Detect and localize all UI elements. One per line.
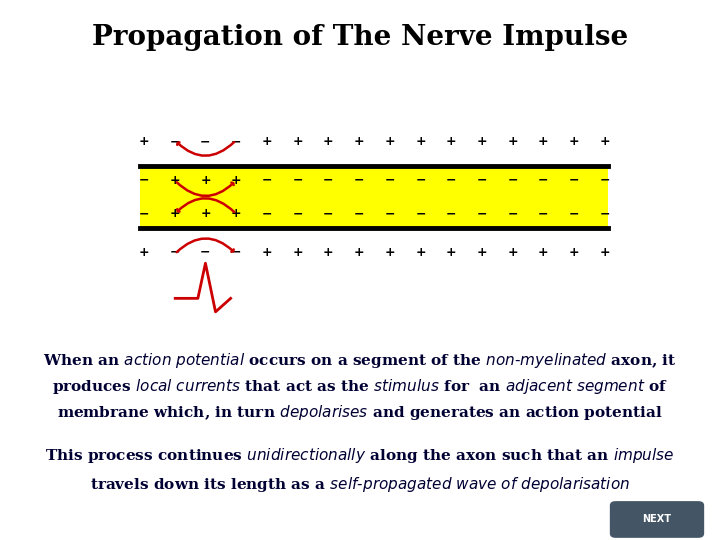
Text: This process continues $\mathit{unidirectionally}$ along the axon such that an $: This process continues $\mathit{unidirec… bbox=[45, 446, 675, 465]
Text: +: + bbox=[169, 207, 180, 220]
Text: +: + bbox=[139, 246, 149, 259]
Text: +: + bbox=[354, 246, 364, 259]
Text: +: + bbox=[446, 246, 456, 259]
Text: −: − bbox=[538, 174, 549, 187]
Text: Propagation of The Nerve Impulse: Propagation of The Nerve Impulse bbox=[92, 24, 628, 51]
Text: +: + bbox=[384, 246, 395, 259]
Text: +: + bbox=[446, 135, 456, 148]
Text: −: − bbox=[169, 135, 180, 148]
Text: +: + bbox=[292, 246, 303, 259]
Text: +: + bbox=[139, 135, 149, 148]
Text: +: + bbox=[538, 246, 549, 259]
Text: −: − bbox=[446, 207, 456, 220]
Text: travels down its length as a $\mathit{self\text{-}propagated\ wave\ of\ depolari: travels down its length as a $\mathit{se… bbox=[90, 475, 630, 494]
Text: +: + bbox=[477, 135, 487, 148]
Text: produces $\mathit{local\ currents}$ that act as the $\mathit{stimulus}$ for  an : produces $\mathit{local\ currents}$ that… bbox=[52, 376, 668, 396]
Text: −: − bbox=[600, 207, 610, 220]
Text: +: + bbox=[569, 135, 580, 148]
Text: −: − bbox=[569, 207, 580, 220]
Text: −: − bbox=[508, 174, 518, 187]
Text: −: − bbox=[415, 207, 426, 220]
Text: +: + bbox=[200, 207, 211, 220]
Text: −: − bbox=[354, 174, 364, 187]
Text: −: − bbox=[354, 207, 364, 220]
Text: −: − bbox=[323, 174, 333, 187]
Text: +: + bbox=[477, 246, 487, 259]
Text: membrane which, in turn $\mathit{depolarises}$ and generates an action potential: membrane which, in turn $\mathit{depolar… bbox=[58, 402, 662, 422]
Bar bbox=[140, 166, 608, 228]
Text: −: − bbox=[261, 207, 272, 220]
Text: −: − bbox=[139, 207, 149, 220]
Text: −: − bbox=[384, 174, 395, 187]
Text: −: − bbox=[415, 174, 426, 187]
Text: NEXT: NEXT bbox=[642, 515, 671, 524]
Text: +: + bbox=[600, 135, 610, 148]
Text: −: − bbox=[323, 207, 333, 220]
Text: −: − bbox=[600, 174, 610, 187]
Text: +: + bbox=[538, 135, 549, 148]
Text: −: − bbox=[292, 207, 303, 220]
Text: +: + bbox=[231, 207, 241, 220]
Text: +: + bbox=[508, 246, 518, 259]
Text: −: − bbox=[139, 174, 149, 187]
Text: −: − bbox=[508, 207, 518, 220]
Text: +: + bbox=[261, 246, 272, 259]
Text: +: + bbox=[569, 246, 580, 259]
Text: When an $\mathit{action\ potential}$ occurs on a segment of the $\mathit{non\tex: When an $\mathit{action\ potential}$ occ… bbox=[43, 350, 677, 370]
FancyBboxPatch shape bbox=[610, 501, 704, 538]
Text: −: − bbox=[231, 246, 241, 259]
Text: −: − bbox=[169, 246, 180, 259]
Text: −: − bbox=[261, 174, 272, 187]
Text: −: − bbox=[538, 207, 549, 220]
Text: +: + bbox=[384, 135, 395, 148]
Text: −: − bbox=[292, 174, 303, 187]
Text: +: + bbox=[508, 135, 518, 148]
Text: +: + bbox=[415, 135, 426, 148]
Text: −: − bbox=[446, 174, 456, 187]
Text: +: + bbox=[600, 246, 610, 259]
Text: −: − bbox=[200, 135, 211, 148]
Text: +: + bbox=[261, 135, 272, 148]
Text: +: + bbox=[415, 246, 426, 259]
Text: −: − bbox=[569, 174, 580, 187]
Text: −: − bbox=[477, 207, 487, 220]
Text: +: + bbox=[231, 174, 241, 187]
Text: −: − bbox=[231, 135, 241, 148]
Text: −: − bbox=[200, 246, 211, 259]
Text: +: + bbox=[200, 174, 211, 187]
Text: +: + bbox=[292, 135, 303, 148]
Text: −: − bbox=[384, 207, 395, 220]
Text: +: + bbox=[323, 135, 333, 148]
Text: −: − bbox=[477, 174, 487, 187]
Text: +: + bbox=[323, 246, 333, 259]
Text: +: + bbox=[169, 174, 180, 187]
Text: +: + bbox=[354, 135, 364, 148]
